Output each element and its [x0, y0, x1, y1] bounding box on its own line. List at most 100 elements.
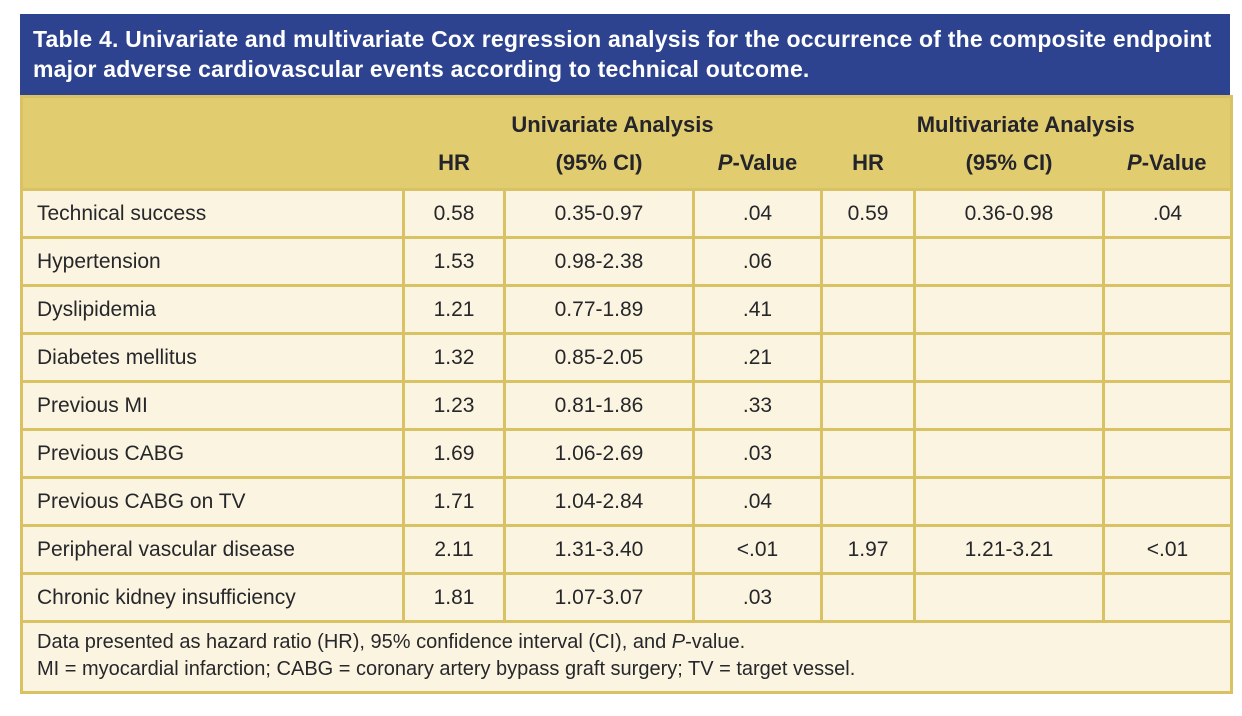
cell-univariate-ci: 1.07-3.07: [503, 572, 695, 623]
cell-univariate-ci: 0.98-2.38: [503, 236, 695, 287]
table-title-bar: Table 4. Univariate and multivariate Cox…: [20, 14, 1230, 95]
cox-regression-table: Univariate Analysis Multivariate Analysi…: [19, 95, 1234, 694]
row-label: Previous MI: [20, 380, 405, 431]
p-italic: P: [1127, 149, 1142, 175]
cell-univariate-hr: 1.53: [402, 236, 506, 287]
cell-multivariate-ci: [913, 332, 1105, 383]
univariate-group-header: Univariate Analysis: [403, 96, 822, 144]
cell-univariate-p: <.01: [692, 524, 823, 575]
col-header-univariate-hr: HR: [403, 143, 505, 190]
row-label: Previous CABG: [20, 428, 405, 479]
cell-multivariate-ci: [913, 284, 1105, 335]
cell-multivariate-p: [1101, 476, 1234, 527]
cell-multivariate-ci: [913, 572, 1105, 623]
cell-univariate-p: .41: [692, 284, 823, 335]
cell-multivariate-hr: [820, 332, 916, 383]
cell-univariate-ci: 1.06-2.69: [503, 428, 695, 479]
col-header-multivariate-p: P-Value: [1103, 143, 1232, 190]
table-body: Technical success 0.58 0.35-0.97 .04 0.5…: [20, 188, 1234, 623]
row-label: Previous CABG on TV: [20, 476, 405, 527]
cell-univariate-hr: 1.81: [402, 572, 506, 623]
cell-univariate-p: .06: [692, 236, 823, 287]
footnote-cell: Data presented as hazard ratio (HR), 95%…: [19, 620, 1234, 694]
row-label: Peripheral vascular disease: [20, 524, 405, 575]
table-row: Previous CABG 1.69 1.06-2.69 .03: [20, 428, 1234, 479]
row-label: Dyslipidemia: [20, 284, 405, 335]
cell-multivariate-p: [1101, 332, 1234, 383]
cell-multivariate-ci: [913, 380, 1105, 431]
footnote-line-1: Data presented as hazard ratio (HR), 95%…: [37, 629, 1216, 656]
table-row: Peripheral vascular disease 2.11 1.31-3.…: [20, 524, 1234, 575]
cell-multivariate-ci: [913, 236, 1105, 287]
cell-univariate-p: .33: [692, 380, 823, 431]
cell-multivariate-hr: [820, 284, 916, 335]
cell-univariate-ci: 0.77-1.89: [503, 284, 695, 335]
cell-multivariate-hr: [820, 476, 916, 527]
cell-univariate-ci: 1.31-3.40: [503, 524, 695, 575]
col-header-univariate-ci: (95% CI): [504, 143, 694, 190]
cell-multivariate-hr: [820, 572, 916, 623]
cell-univariate-hr: 0.58: [402, 188, 506, 239]
cell-univariate-hr: 1.69: [402, 428, 506, 479]
cell-multivariate-hr: [820, 236, 916, 287]
cell-univariate-ci: 0.85-2.05: [503, 332, 695, 383]
row-label: Technical success: [20, 188, 405, 239]
cell-univariate-hr: 1.21: [402, 284, 506, 335]
analysis-group-header-row: Univariate Analysis Multivariate Analysi…: [21, 96, 1232, 144]
page: Table 4. Univariate and multivariate Cox…: [19, 14, 1234, 694]
cell-multivariate-p: [1101, 572, 1234, 623]
cell-univariate-ci: 0.35-0.97: [503, 188, 695, 239]
table-row: Technical success 0.58 0.35-0.97 .04 0.5…: [20, 188, 1234, 239]
cell-univariate-ci: 1.04-2.84: [503, 476, 695, 527]
footnote-text: Data presented as hazard ratio (HR), 95%…: [37, 631, 672, 653]
col-header-multivariate-ci: (95% CI): [914, 143, 1104, 190]
cell-multivariate-p: [1101, 236, 1234, 287]
cell-multivariate-p: <.01: [1101, 524, 1234, 575]
cell-multivariate-ci: [913, 476, 1105, 527]
cell-univariate-ci: 0.81-1.86: [503, 380, 695, 431]
table-row: Dyslipidemia 1.21 0.77-1.89 .41: [20, 284, 1234, 335]
col-header-univariate-p: P-Value: [693, 143, 822, 190]
cell-univariate-hr: 1.23: [402, 380, 506, 431]
cell-multivariate-ci: 1.21-3.21: [913, 524, 1105, 575]
p-italic: P: [671, 631, 686, 653]
p-rest: -Value: [732, 149, 798, 175]
column-header-row: HR (95% CI) P-Value HR (95% CI) P-Value: [21, 143, 1232, 190]
row-label: Hypertension: [20, 236, 405, 287]
footnote-text: -value.: [685, 631, 746, 653]
table-row: Previous MI 1.23 0.81-1.86 .33: [20, 380, 1234, 431]
cell-multivariate-hr: [820, 380, 916, 431]
table-footer: Data presented as hazard ratio (HR), 95%…: [19, 620, 1234, 694]
cell-univariate-p: .03: [692, 428, 823, 479]
table-header: Univariate Analysis Multivariate Analysi…: [21, 96, 1232, 190]
row-label: Chronic kidney insufficiency: [20, 572, 405, 623]
footnote-line-2: MI = myocardial infarction; CABG = coron…: [37, 658, 856, 680]
cell-univariate-p: .21: [692, 332, 823, 383]
p-rest: -Value: [1141, 149, 1207, 175]
cell-univariate-p: .04: [692, 188, 823, 239]
cell-multivariate-p: [1101, 380, 1234, 431]
footnote-row: Data presented as hazard ratio (HR), 95%…: [19, 620, 1234, 694]
table-row: Diabetes mellitus 1.32 0.85-2.05 .21: [20, 332, 1234, 383]
cell-multivariate-p: [1101, 284, 1234, 335]
col-header-multivariate-hr: HR: [821, 143, 915, 190]
cell-multivariate-p: .04: [1101, 188, 1234, 239]
table-row: Hypertension 1.53 0.98-2.38 .06: [20, 236, 1234, 287]
cell-univariate-p: .03: [692, 572, 823, 623]
table-row: Chronic kidney insufficiency 1.81 1.07-3…: [20, 572, 1234, 623]
cell-multivariate-ci: 0.36-0.98: [913, 188, 1105, 239]
cell-multivariate-hr: 1.97: [820, 524, 916, 575]
p-italic: P: [717, 149, 733, 175]
cell-univariate-hr: 2.11: [402, 524, 506, 575]
cell-multivariate-hr: 0.59: [820, 188, 916, 239]
cell-multivariate-ci: [913, 428, 1105, 479]
empty-corner-cell: [21, 143, 404, 190]
cell-univariate-hr: 1.71: [402, 476, 506, 527]
multivariate-group-header: Multivariate Analysis: [821, 96, 1232, 144]
cell-univariate-p: .04: [692, 476, 823, 527]
table-row: Previous CABG on TV 1.71 1.04-2.84 .04: [20, 476, 1234, 527]
empty-corner-cell: [21, 96, 404, 144]
table-title: Table 4. Univariate and multivariate Cox…: [33, 26, 1212, 82]
cell-multivariate-hr: [820, 428, 916, 479]
cell-multivariate-p: [1101, 428, 1234, 479]
